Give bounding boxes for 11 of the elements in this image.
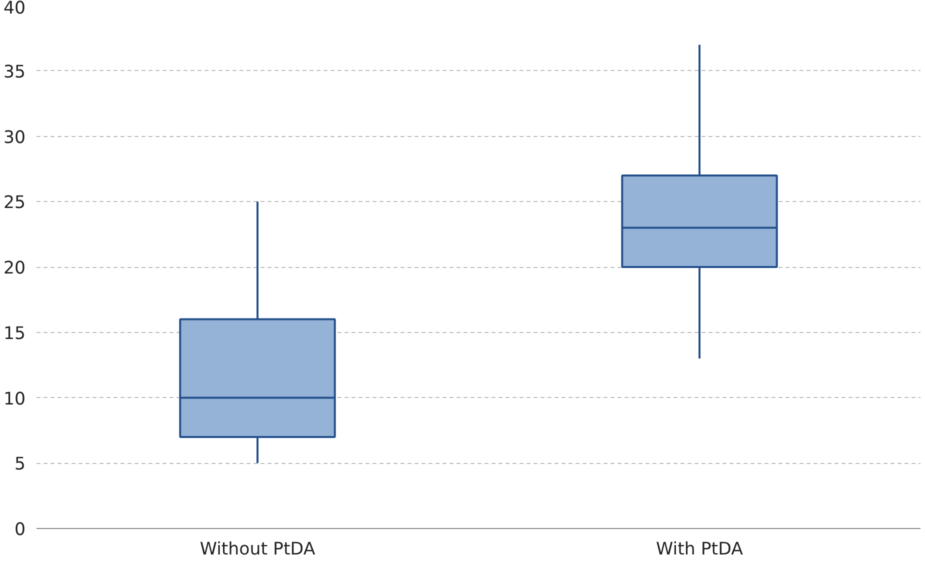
y-tick-label: 5 [14, 454, 26, 475]
x-tick-label: Without PtDA [200, 540, 316, 560]
y-tick-label: 35 [3, 62, 26, 82]
y-tick-label: 15 [3, 324, 26, 344]
y-tick-label: 10 [3, 389, 26, 410]
x-tick-label: With PtDA [656, 540, 744, 560]
y-tick-label: 25 [3, 193, 26, 214]
y-tick-label: 0 [14, 520, 26, 540]
y-tick-label: 40 [3, 0, 26, 18]
y-tick-label: 20 [3, 258, 26, 278]
y-tick-label: 30 [3, 128, 26, 148]
